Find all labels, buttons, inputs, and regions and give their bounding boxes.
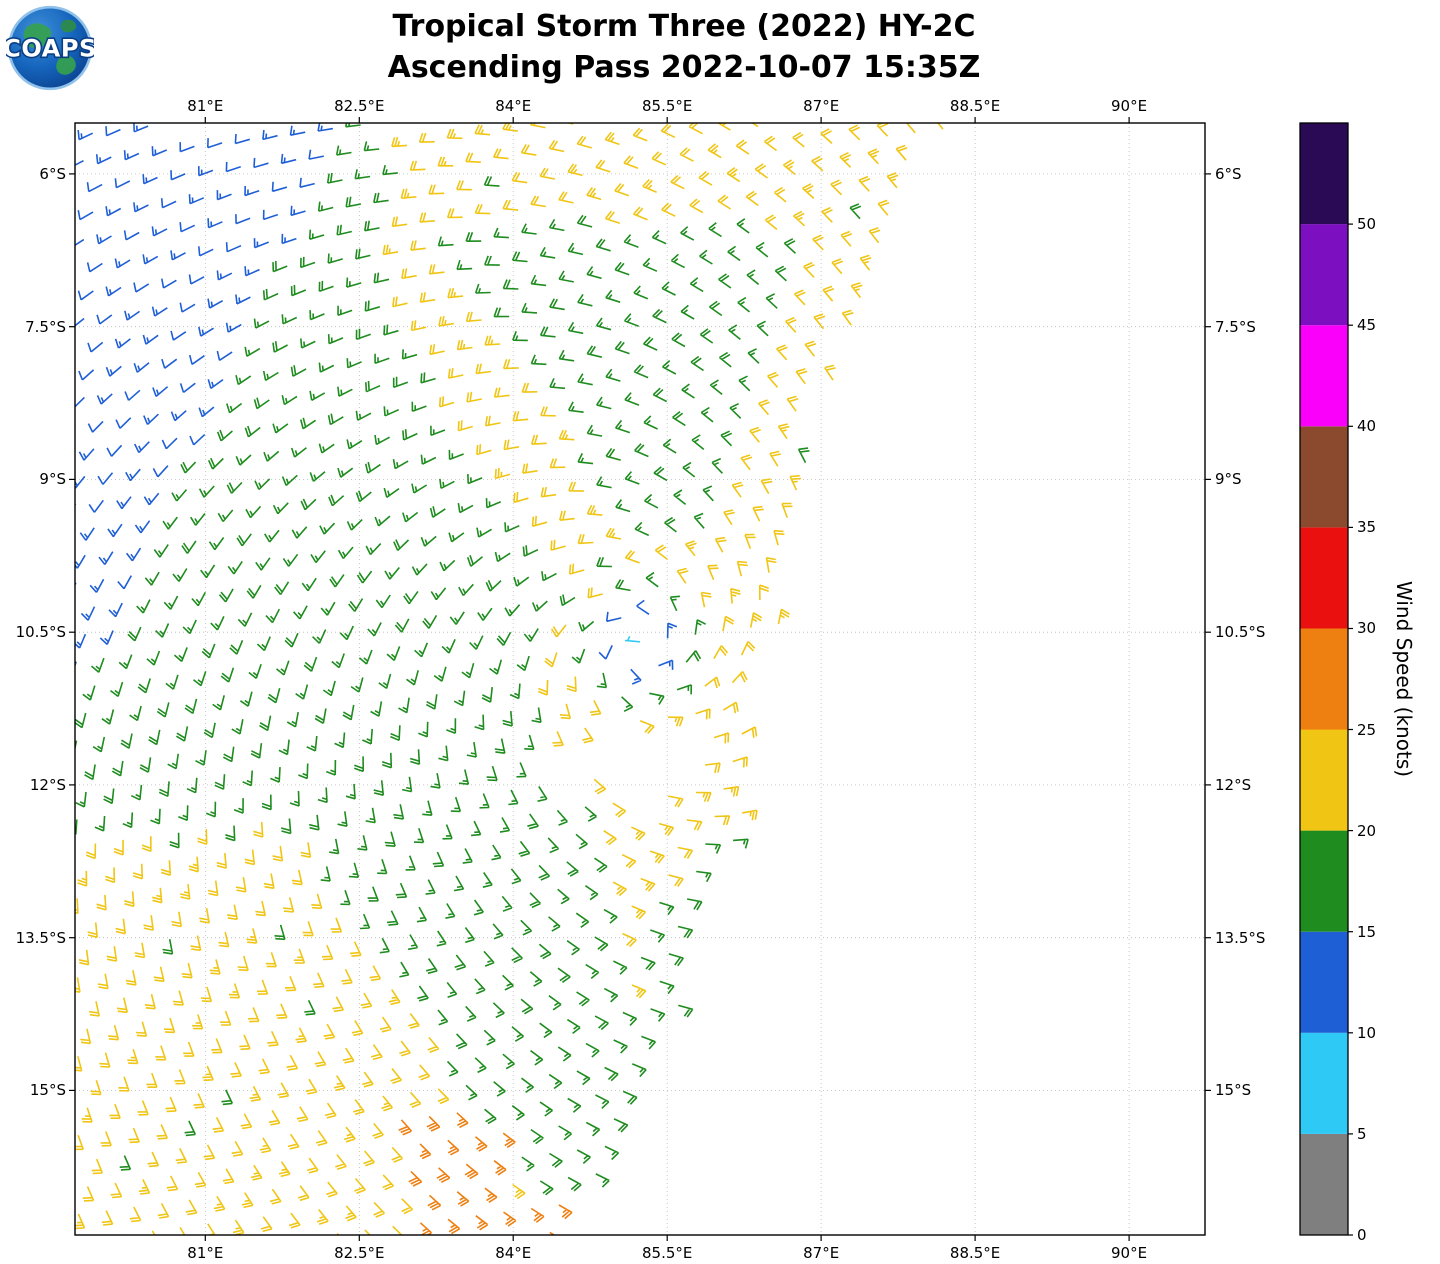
y-tick-label-left: 10.5°S — [15, 623, 66, 642]
x-tick-label-bottom: 81°E — [187, 1244, 224, 1262]
x-tick-label-top: 85.5°E — [641, 97, 693, 115]
y-tick-label-left: 7.5°S — [25, 317, 66, 336]
y-tick-label-right: 12°S — [1215, 775, 1252, 794]
x-tick-label-top: 82.5°E — [334, 97, 385, 115]
y-tick-label-left: 12°S — [29, 775, 66, 794]
x-tick-label-top: 81°E — [187, 97, 224, 115]
x-tick-label-bottom: 88.5°E — [949, 1244, 1001, 1262]
colorbar-tick-label: 45 — [1357, 316, 1377, 335]
coaps-logo: COAPS — [2, 4, 98, 96]
title-line-2: Ascending Pass 2022-10-07 15:35Z — [387, 50, 981, 86]
x-tick-label-top: 84°E — [495, 97, 532, 115]
y-tick-label-right: 7.5°S — [1215, 317, 1256, 336]
colorbar-label: Wind Speed (knots) — [1392, 580, 1416, 778]
coaps-globe-icon: COAPS — [2, 5, 98, 91]
colorbar-label-wrap: Wind Speed (knots) — [1392, 123, 1416, 1235]
y-tick-label-right: 6°S — [1215, 164, 1242, 183]
x-tick-label-bottom: 85.5°E — [641, 1244, 693, 1262]
x-tick-label-top: 87°E — [803, 97, 840, 115]
title-line-1: Tropical Storm Three (2022) HY-2C — [392, 9, 976, 44]
colorbar-tick-label: 30 — [1357, 619, 1377, 638]
tick-marks — [69, 117, 1211, 1241]
x-tick-label-top: 90°E — [1111, 97, 1148, 115]
gridlines — [75, 123, 1205, 1235]
y-tick-label-left: 15°S — [29, 1081, 66, 1100]
colorbar-tick-label: 20 — [1357, 821, 1377, 840]
colorbar-tick-label: 35 — [1357, 518, 1377, 537]
x-tick-label-bottom: 87°E — [803, 1244, 840, 1262]
y-tick-label-left: 6°S — [39, 164, 66, 183]
colorbar-tick-label: 40 — [1357, 417, 1377, 436]
y-tick-label-left: 13.5°S — [15, 928, 66, 947]
wind-barbs — [75, 123, 944, 1235]
colorbar-tick-label: 15 — [1357, 922, 1377, 941]
y-tick-label-right: 10.5°S — [1215, 623, 1266, 642]
x-tick-label-top: 88.5°E — [949, 97, 1001, 115]
x-tick-label-bottom: 90°E — [1111, 1244, 1148, 1262]
plot-border — [74, 122, 1206, 1236]
continent-shape — [56, 55, 76, 75]
y-tick-label-right: 13.5°S — [1215, 928, 1266, 947]
colorbar-tick-label: 10 — [1357, 1023, 1377, 1042]
continent-shape — [60, 19, 77, 33]
colorbar-tick-label: 50 — [1357, 215, 1377, 234]
colorbar-tick-label: 25 — [1357, 720, 1377, 739]
y-tick-label-right: 9°S — [1215, 470, 1242, 489]
colorbar-tick-label: 5 — [1357, 1124, 1367, 1143]
logo-text: COAPS — [6, 34, 94, 62]
x-tick-label-bottom: 84°E — [495, 1244, 532, 1262]
continent-shape — [23, 23, 52, 49]
colorbar-tick-label: 0 — [1357, 1226, 1367, 1244]
y-tick-label-right: 15°S — [1215, 1081, 1252, 1100]
chart-title: Tropical Storm Three (2022) HY-2C Ascend… — [163, 6, 1205, 89]
colorbar — [1299, 122, 1353, 1236]
x-tick-label-bottom: 82.5°E — [334, 1244, 385, 1262]
y-tick-label-left: 9°S — [39, 470, 66, 489]
